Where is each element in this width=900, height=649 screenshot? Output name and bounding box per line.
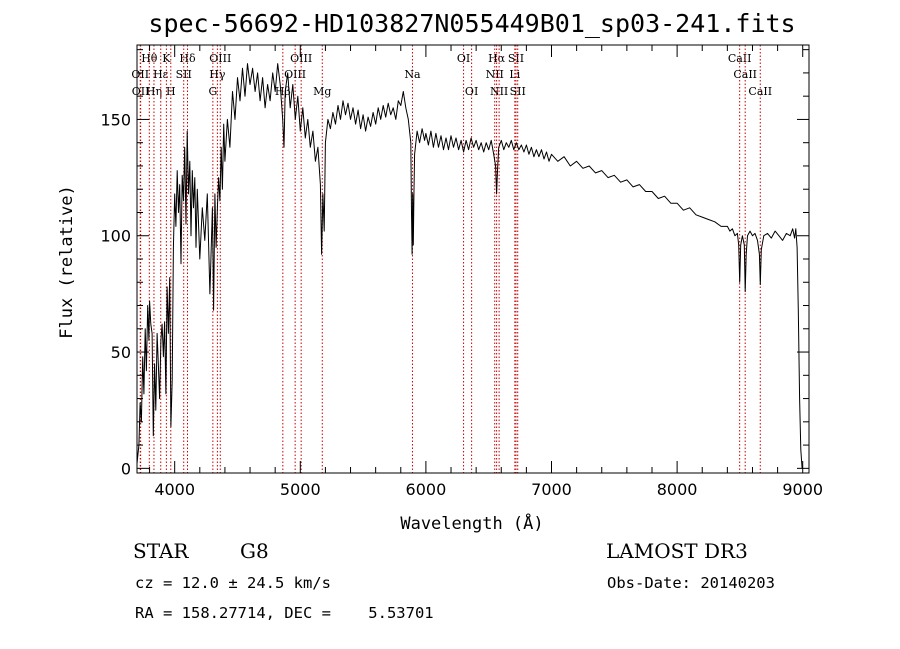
spectral-line-label-11: OIII <box>209 52 231 65</box>
spectral-line-label-26: CaII <box>733 68 757 81</box>
plot-area <box>136 63 803 469</box>
spectral-line-label-15: Mg <box>313 85 331 98</box>
spectral-line-label-2: Hθ <box>141 52 158 65</box>
spectral-line-label-23: SII <box>508 52 524 65</box>
chart-title: spec-56692-HD103827N055449B01_sp03-241.f… <box>148 9 795 38</box>
spectral-line-label-9: G <box>208 85 217 98</box>
x-tick-label-0: 4000 <box>154 480 195 499</box>
y-tick-label-1: 50 <box>111 343 131 362</box>
spectral-line-label-14: OIII <box>290 52 312 65</box>
spectral-line-label-25: CaII <box>728 52 752 65</box>
y-tick-label-3: 150 <box>100 110 131 129</box>
spectral-line-label-19: NII <box>486 68 504 81</box>
object-type: STAR <box>133 539 189 563</box>
y-axis-label: Flux (relative) <box>57 185 77 339</box>
spectral-line-markers: OIIOIIHθHηHεKHHδSIIGHγOIIIHβOIIIOIIIMgNa… <box>131 45 772 473</box>
y-tick-label-2: 100 <box>100 227 131 246</box>
redshift-cz: cz = 12.0 ± 24.5 km/s <box>135 574 331 592</box>
subclass: G8 <box>240 539 269 563</box>
obs-date: Obs-Date: 20140203 <box>607 574 775 592</box>
spectral-line-label-13: OIII <box>284 68 306 81</box>
spectral-line-label-16: Na <box>404 68 421 81</box>
x-tick-label-5: 9000 <box>782 480 823 499</box>
y-tick-label-0: 0 <box>121 459 131 478</box>
x-tick-label-3: 7000 <box>531 480 572 499</box>
spectral-line-label-20: Hα <box>488 52 506 65</box>
x-axis-label: Wavelength (Å) <box>400 512 543 534</box>
spectral-line-label-5: K <box>162 52 171 65</box>
spectral-line-label-21: NII <box>490 85 508 98</box>
spectral-line-label-18: OI <box>465 85 478 98</box>
coordinates: RA = 158.27714, DEC = 5.53701 <box>135 604 434 622</box>
spectral-line-label-8: SII <box>176 68 192 81</box>
spectral-line-label-22: Li <box>509 68 520 81</box>
spectral-line-label-27: CaII <box>748 85 772 98</box>
spectral-line-label-1: OII <box>132 85 150 98</box>
axes: 4000 5000 6000 7000 8000 9000 0 50 100 150 <box>100 44 823 499</box>
spectral-line-label-17: OI <box>457 52 470 65</box>
spectral-line-label-10: Hγ <box>209 68 226 81</box>
x-tick-label-4: 8000 <box>657 480 698 499</box>
x-tick-label-1: 5000 <box>280 480 321 499</box>
plot-frame <box>136 44 810 474</box>
spectrum-line-0 <box>136 63 803 469</box>
spectral-line-label-7: Hδ <box>179 52 196 65</box>
spectral-line-label-12: Hβ <box>275 85 291 98</box>
spectral-line-label-6: H <box>166 85 176 98</box>
survey-name: LAMOST DR3 <box>606 539 748 563</box>
x-tick-label-2: 6000 <box>406 480 447 499</box>
spectral-line-label-3: Hη <box>146 85 162 98</box>
spectral-line-label-4: Hε <box>153 68 169 81</box>
spectral-line-label-24: SII <box>510 85 526 98</box>
